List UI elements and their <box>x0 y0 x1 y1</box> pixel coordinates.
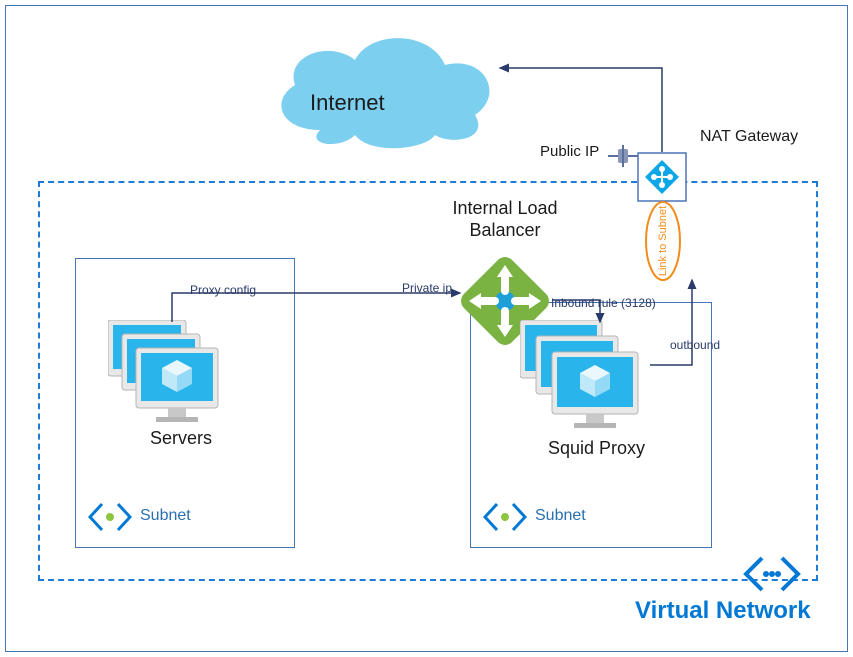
virtual-network-label: Virtual Network <box>635 597 811 625</box>
diagram-canvas: Internet NAT Gateway Public IP <box>0 0 853 657</box>
subnet-servers-label: Subnet <box>140 507 191 525</box>
servers-label: Servers <box>150 428 212 449</box>
edge-label-inbound: Inbound rule (3128) <box>551 296 656 310</box>
subnet-bracket-icon <box>483 502 527 537</box>
subnet-proxy-label: Subnet <box>535 507 586 525</box>
edge-label-private-ip: Private ip <box>402 281 452 295</box>
nat-gateway-label: NAT Gateway <box>700 128 798 146</box>
internet-label: Internet <box>310 90 385 116</box>
link-to-subnet-label: Link to Subnet <box>657 206 669 276</box>
edge-label-outbound: outbound <box>670 338 720 352</box>
servers-icon <box>108 320 238 435</box>
edge-label-proxy-config: Proxy config <box>190 283 256 297</box>
squid-proxy-icon <box>520 320 660 440</box>
subnet-bracket-icon <box>88 502 132 537</box>
public-ip-connector-icon <box>608 145 638 172</box>
vnet-bracket-icon <box>742 554 802 599</box>
nat-gateway-icon <box>637 152 687 207</box>
load-balancer-label: Internal Load Balancer <box>415 198 595 241</box>
link-to-subnet-icon: Link to Subnet <box>643 200 683 287</box>
public-ip-label: Public IP <box>540 143 599 160</box>
squid-proxy-label: Squid Proxy <box>548 438 645 459</box>
